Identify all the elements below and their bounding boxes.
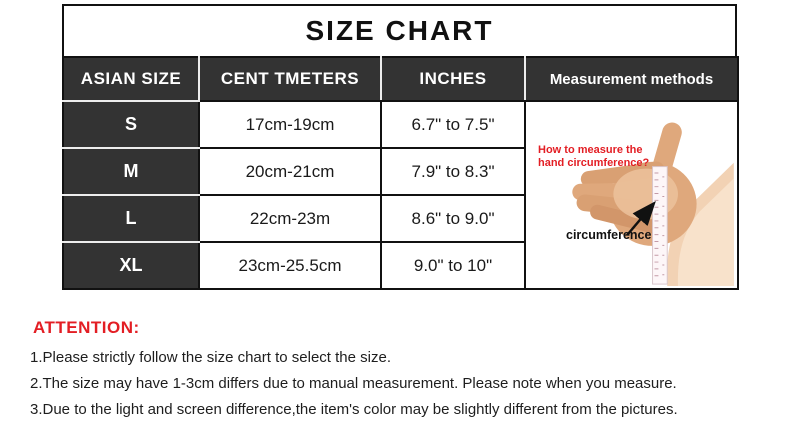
arrow-icon <box>626 201 656 236</box>
table-row-s: S 17cm-19cm 6.7" to 7.5" <box>62 100 739 290</box>
forearm-highlight <box>677 178 734 287</box>
measuring-tape <box>652 166 668 285</box>
column-header-inches: INCHES <box>380 56 526 102</box>
table-row-l: L 22cm-23m 8.6" to 9.0" <box>62 194 738 243</box>
finger-index <box>580 161 665 187</box>
hand-measurement-illustration <box>572 122 734 287</box>
measure-question-line2: hand circumference? <box>538 157 650 169</box>
table-header-row: ASIAN SIZE CENT TMETERS INCHES Measureme… <box>62 56 739 102</box>
cm-cell-s: 17cm-19cm <box>198 100 382 149</box>
size-cell-s: S <box>62 100 200 149</box>
measurement-methods-cell: How to measure the hand circumference? c… <box>524 100 739 290</box>
inches-cell-l: 8.6" to 9.0" <box>380 194 526 243</box>
table-row-xl: XL 23cm-25.5cm 9.0" to 10" <box>62 241 738 290</box>
cm-cell-m: 20cm-21cm <box>198 147 382 196</box>
cm-cell-l: 22cm-23m <box>198 194 382 243</box>
column-header-asian-size: ASIAN SIZE <box>62 56 200 102</box>
page-title: SIZE CHART <box>305 15 494 46</box>
circumference-label: circumference <box>566 228 652 242</box>
size-cell-l: L <box>62 194 200 243</box>
attention-note-3: 3.Due to the light and screen difference… <box>30 401 678 418</box>
finger-pinky <box>590 204 666 235</box>
measure-question: How to measure the hand circumference? <box>538 144 649 170</box>
column-header-measurement-methods: Measurement methods <box>524 56 739 102</box>
attention-section: ATTENTION: 1.Please strictly follow the … <box>30 318 790 423</box>
size-table: ASIAN SIZE CENT TMETERS INCHES Measureme… <box>62 56 739 290</box>
attention-note-1: 1.Please strictly follow the size chart … <box>30 349 391 366</box>
attention-heading: ATTENTION: <box>33 318 140 337</box>
title-band: SIZE CHART <box>62 4 737 58</box>
table-row-m: M 20cm-21cm 7.9" to 8.3" <box>62 147 738 196</box>
hand-illustration-wrap: How to measure the hand circumference? c… <box>526 102 737 288</box>
size-cell-m: M <box>62 147 200 196</box>
column-header-centimeters: CENT TMETERS <box>198 56 382 102</box>
inches-cell-s: 6.7" to 7.5" <box>380 100 526 149</box>
size-chart-panel: SIZE CHART ASIAN SIZE CENT TMETERS INCHE… <box>62 4 739 290</box>
attention-note-2: 2.The size may have 1-3cm differs due to… <box>30 375 677 392</box>
cm-cell-xl: 23cm-25.5cm <box>198 241 382 290</box>
measure-question-line1: How to measure the <box>538 144 643 156</box>
inches-cell-m: 7.9" to 8.3" <box>380 147 526 196</box>
size-cell-xl: XL <box>62 241 200 290</box>
inches-cell-xl: 9.0" to 10" <box>380 241 526 290</box>
